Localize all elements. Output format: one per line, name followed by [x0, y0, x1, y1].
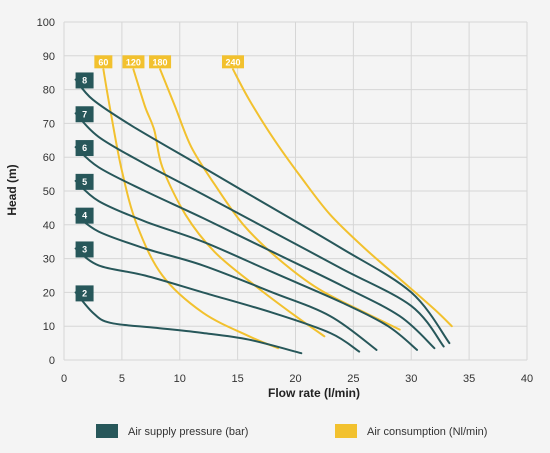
- y-tick-label: 20: [43, 287, 55, 299]
- pressure-curve-7: [74, 112, 445, 348]
- consumption-curve-240: [232, 68, 453, 328]
- y-tick-label: 90: [43, 51, 55, 63]
- consumption-badge-label-60: 60: [98, 57, 108, 67]
- consumption-badge-180: [149, 55, 172, 69]
- consumption-curve-120: [132, 68, 326, 338]
- curve-labels: 60 120 180 240 8 7 6 5 4 3 2: [75, 55, 244, 302]
- consumption-badge-60: [94, 55, 113, 69]
- legend-label-consumption: Air consumption (Nl/min): [367, 426, 487, 438]
- pressure-curve-8: [74, 78, 451, 345]
- consumption-badge-120: [122, 55, 145, 69]
- consumption-badge-label-240: 240: [225, 57, 240, 67]
- consumption-badge-240: [221, 55, 244, 69]
- pressure-badge-7: [75, 106, 94, 123]
- legend-swatch-pressure: [96, 424, 118, 438]
- pressure-badge-label-4: 4: [82, 211, 87, 221]
- consumption-badge-label-120: 120: [126, 57, 141, 67]
- pressure-curves: [74, 78, 451, 355]
- pressure-badge-label-3: 3: [82, 244, 87, 254]
- pressure-badge-3: [75, 241, 94, 258]
- pressure-curve-3: [74, 247, 361, 353]
- pressure-badge-label-8: 8: [82, 75, 87, 85]
- x-tick-label: 25: [347, 373, 359, 385]
- x-tick-label: 15: [232, 373, 244, 385]
- pressure-curve-6: [74, 146, 436, 350]
- pressure-badge-label-2: 2: [82, 288, 87, 298]
- pressure-badge-2: [75, 285, 94, 302]
- consumption-badge-label-180: 180: [153, 57, 168, 67]
- y-tick-label: 70: [43, 118, 55, 130]
- y-tick-label: 60: [43, 152, 55, 164]
- y-tick-label: 0: [49, 355, 55, 367]
- y-tick-label: 30: [43, 254, 55, 266]
- consumption-curves: [102, 68, 453, 350]
- pressure-badge-label-6: 6: [82, 143, 87, 153]
- pressure-curve-5: [74, 179, 418, 351]
- x-tick-label: 0: [61, 373, 67, 385]
- legend: Air supply pressure (bar) Air consumptio…: [96, 424, 487, 438]
- x-tick-label: 35: [463, 373, 475, 385]
- x-tick-label: 20: [289, 373, 301, 385]
- x-tick-label: 30: [405, 373, 417, 385]
- pressure-badge-4: [75, 207, 94, 224]
- y-axis-title: Head (m): [5, 164, 19, 215]
- pressure-badge-5: [75, 173, 94, 190]
- pressure-badge-6: [75, 140, 94, 157]
- pressure-badge-label-5: 5: [82, 177, 87, 187]
- y-tick-label: 80: [43, 85, 55, 97]
- legend-swatch-consumption: [335, 424, 357, 438]
- y-tick-label: 100: [37, 17, 55, 29]
- y-tick-label: 40: [43, 220, 55, 232]
- x-tick-label: 40: [521, 373, 533, 385]
- pressure-badge-label-7: 7: [82, 109, 87, 119]
- x-tick-label: 5: [119, 373, 125, 385]
- y-tick-label: 50: [43, 186, 55, 198]
- x-axis-title: Flow rate (l/min): [268, 386, 360, 400]
- consumption-curve-60: [102, 68, 280, 350]
- legend-label-pressure: Air supply pressure (bar): [128, 426, 248, 438]
- pressure-badge-8: [75, 72, 94, 89]
- x-tick-label: 10: [174, 373, 186, 385]
- pressure-curve-4: [74, 213, 378, 351]
- y-tick-label: 10: [43, 321, 55, 333]
- pressure-curve-2: [74, 291, 303, 355]
